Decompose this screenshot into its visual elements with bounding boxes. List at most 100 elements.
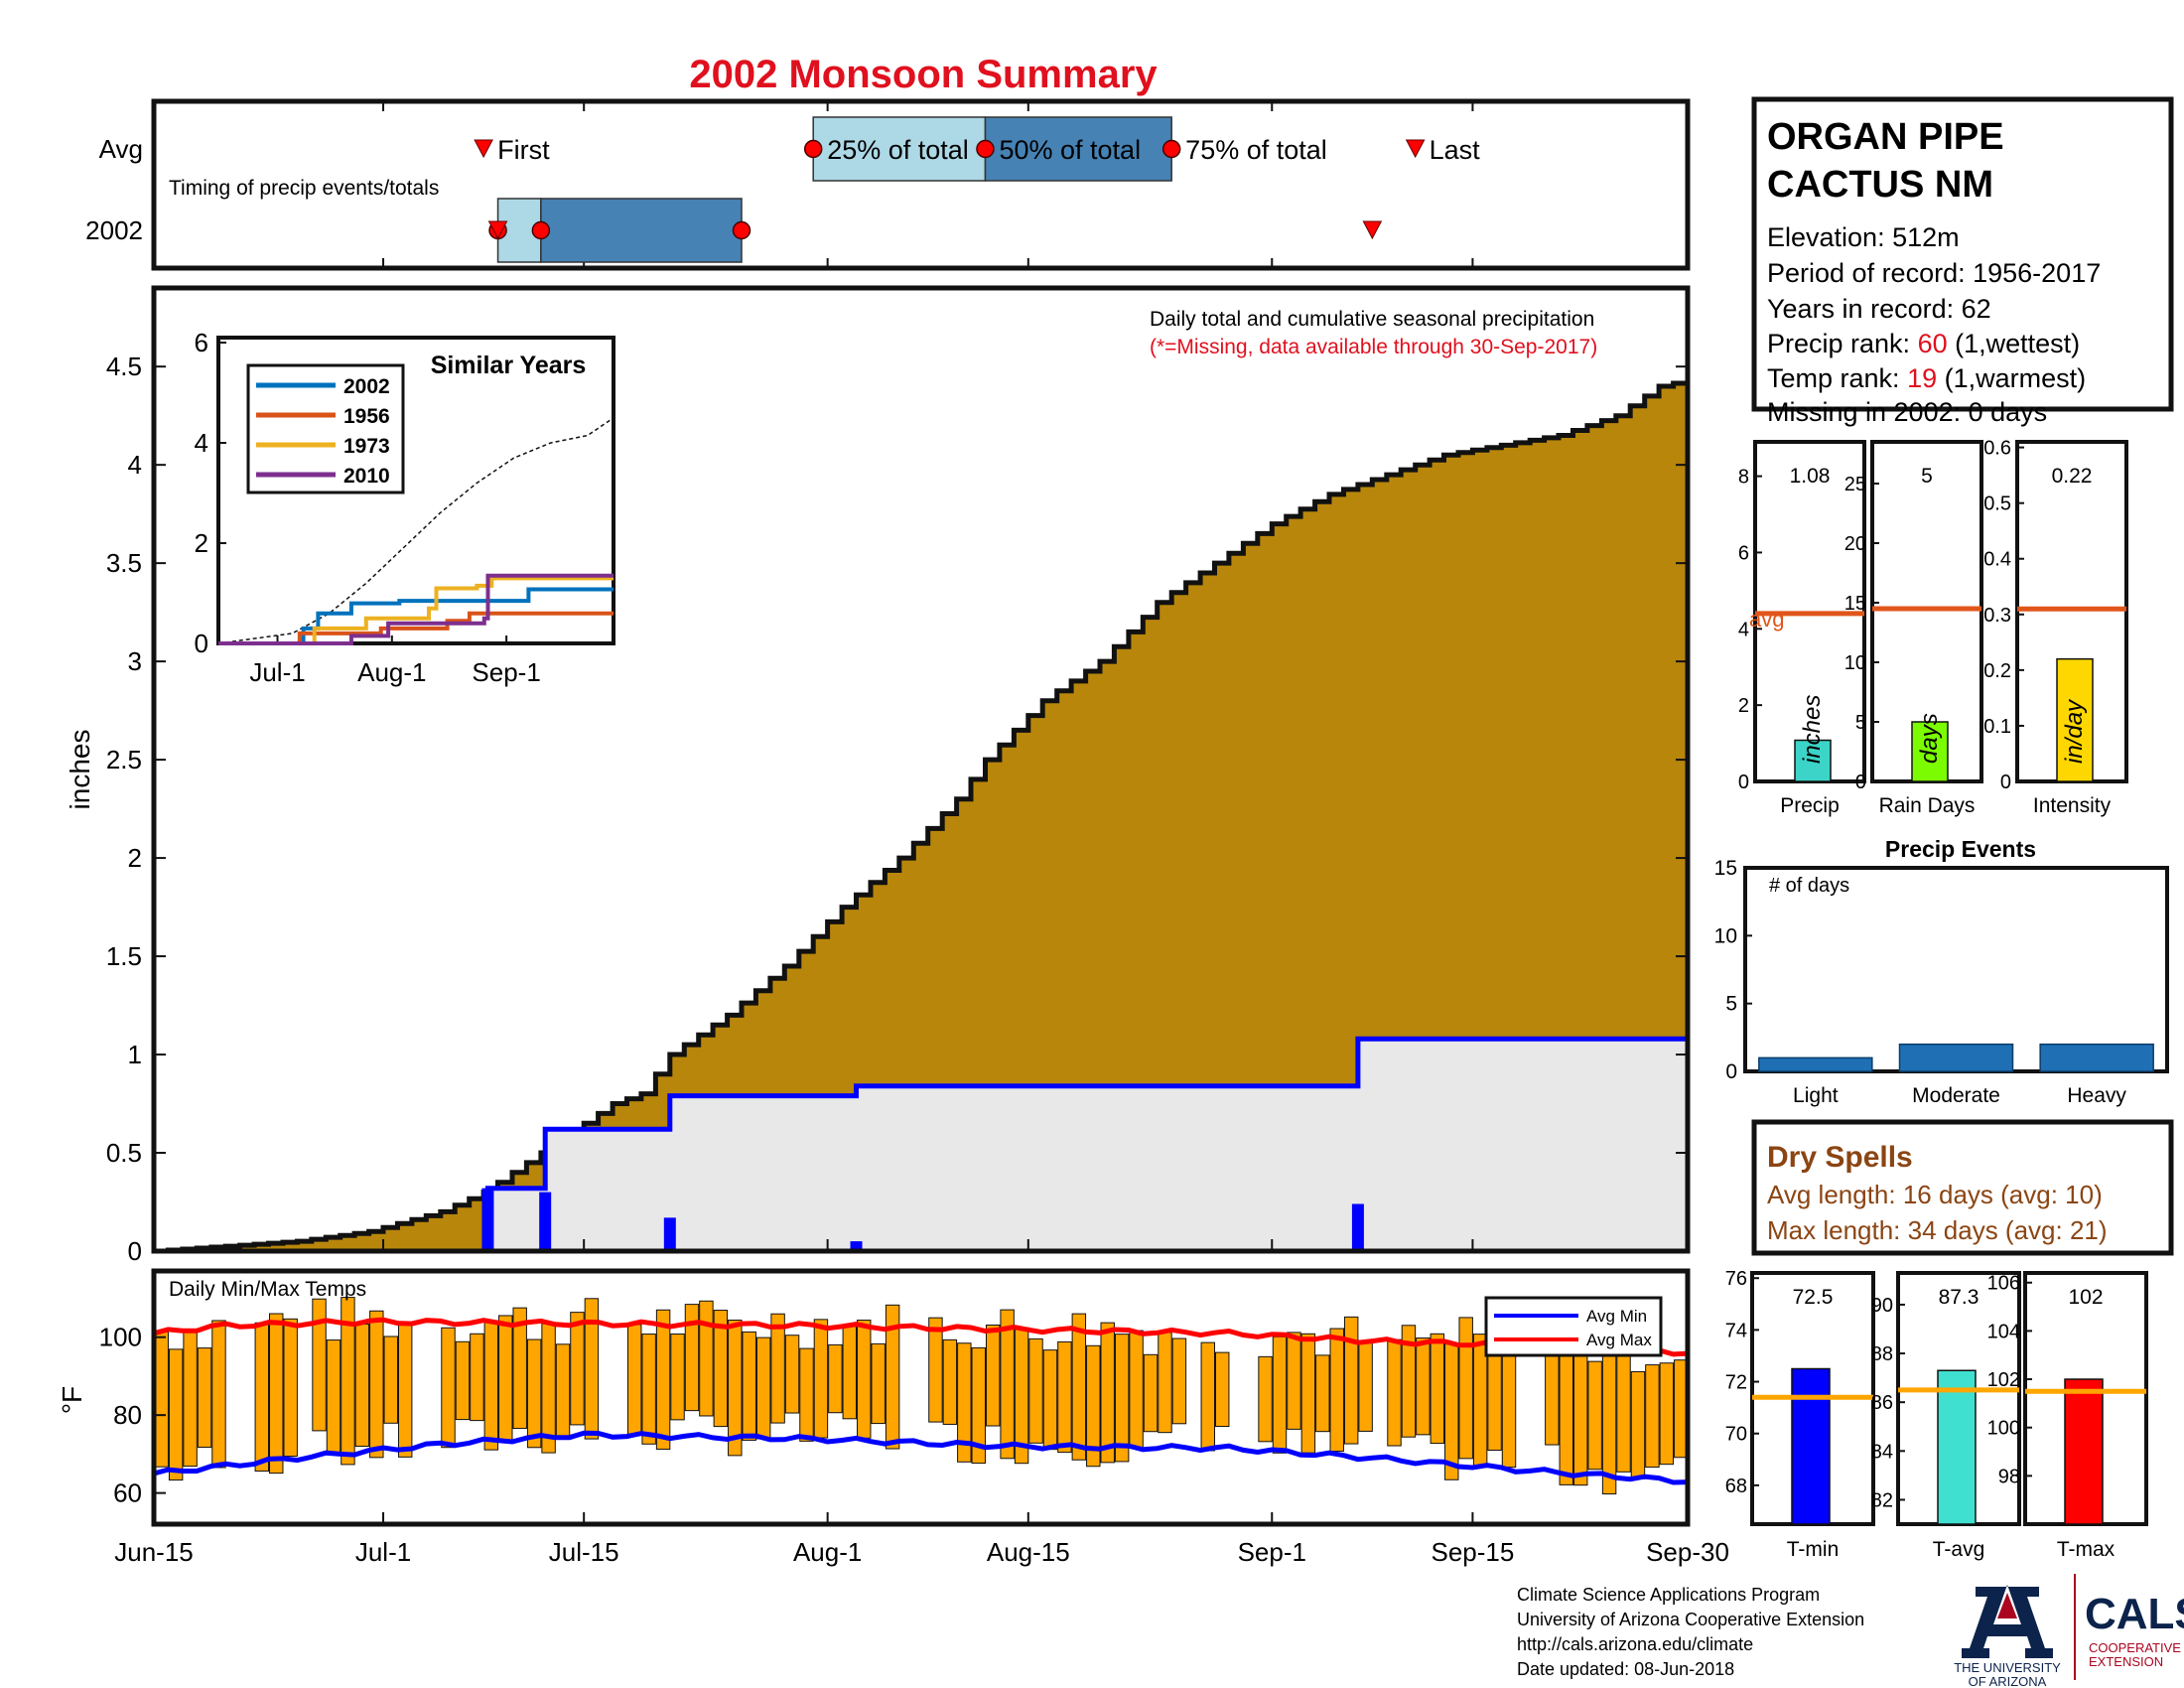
daily-temp-bar xyxy=(1501,1341,1517,1469)
footer-line-3: http://cals.arizona.edu/climate xyxy=(1517,1634,1753,1654)
daily-temp-bar xyxy=(1028,1337,1043,1444)
x-tick-label: Jul-15 xyxy=(549,1537,619,1567)
precip-events-panel: Precip Events # of days 0 5 10 15 Light Moder… xyxy=(1714,836,2169,1107)
daily-temp-bar xyxy=(670,1333,685,1421)
summary-tick-label-intensity: 0 xyxy=(2000,772,2011,793)
daily-temp-bar xyxy=(1129,1330,1144,1449)
daily-temp-bar xyxy=(1071,1313,1087,1461)
daily-temp-bar xyxy=(1086,1344,1101,1468)
daily-temp-bar xyxy=(498,1315,513,1442)
daily-temp-bar xyxy=(269,1313,284,1475)
daily-temp-bar xyxy=(211,1320,226,1469)
temps-y-ticks: 60 80 100 xyxy=(99,1323,166,1508)
temp-value-tmax: 102 xyxy=(2068,1286,2103,1309)
temp-panel-tick-label-tavg: 88 xyxy=(1871,1343,1893,1365)
avg-cumulative-outline xyxy=(154,380,1691,1254)
daily-temp-bar xyxy=(1343,1316,1359,1445)
daily-temp-bar xyxy=(1430,1333,1445,1445)
precip-panel: 0 0.5 1 1.5 2 2.5 3 3.5 4 4.5 inches Daily total … xyxy=(65,285,1691,1266)
daily-temp-bar xyxy=(626,1324,642,1435)
daily-temp-bar xyxy=(341,1297,355,1466)
summary-tick-label-intensity: 0.1 xyxy=(1983,716,2011,738)
precip-y-tick-label: 4.5 xyxy=(106,352,142,381)
summary-tick-label-raindays: 15 xyxy=(1844,593,1866,615)
precip-y-tick-label: 2.5 xyxy=(106,745,142,774)
precip-marks xyxy=(154,380,1691,1254)
daily-temp-bar xyxy=(684,1304,700,1412)
daily-temp-bar xyxy=(1258,1355,1273,1443)
inset-marks: 0 2 4 6 Jul-1 Aug-1 Sep-1 xyxy=(195,328,614,687)
station-period: Period of record: 1956-2017 xyxy=(1767,258,2101,288)
daily-temp-bar xyxy=(584,1298,600,1440)
summary-tick-label-precip: 4 xyxy=(1738,619,1749,640)
inset-legend-label-1973: 1973 xyxy=(343,435,390,458)
timing-marks: First 25% of total 50% of total 75% of tota… xyxy=(153,101,1689,268)
avg-last-label: Last xyxy=(1430,135,1481,165)
daily-temp-bar xyxy=(857,1320,872,1439)
temp-panel-tick-label-tavg: 90 xyxy=(1871,1295,1893,1317)
inset-series-2002 xyxy=(218,587,614,645)
temp-panel-tick-label-tavg: 86 xyxy=(1871,1392,1893,1414)
daily-temp-bar xyxy=(470,1333,484,1422)
summary-tick-label-precip: 2 xyxy=(1738,695,1749,717)
avg-last-marker xyxy=(1405,139,1426,159)
x-tick-label: Jun-15 xyxy=(114,1537,194,1567)
precip-frame xyxy=(151,285,1691,1254)
daily-temp-bar xyxy=(728,1320,743,1457)
daily-temp-bar xyxy=(1630,1371,1646,1479)
inset-y-tick-label: 6 xyxy=(195,328,208,357)
daily-temp-bar xyxy=(1057,1340,1072,1454)
temps-frame xyxy=(151,1268,1691,1527)
events-label-light: Light xyxy=(1793,1084,1839,1107)
cals-logo: CALS xyxy=(2085,1590,2184,1638)
year-first-triangle xyxy=(487,220,508,240)
temps-legend-box xyxy=(1484,1296,1663,1357)
x-tick-label: Sep-30 xyxy=(1646,1537,1729,1567)
daily-temp-bar xyxy=(197,1347,212,1449)
daily-temp-bar xyxy=(713,1310,729,1428)
avg-p50-marker xyxy=(976,139,995,159)
summary-value-raindays: 5 xyxy=(1921,465,1933,488)
summary-value-intensity: 0.22 xyxy=(2052,465,2093,488)
year-box-50-75 xyxy=(540,198,743,263)
summary-bar-precip xyxy=(1794,739,1832,782)
daily-precip-bar xyxy=(481,1188,494,1251)
temp-panel-tick-label-tmax: 106 xyxy=(1987,1273,2020,1295)
temp-label-tmax: T-max xyxy=(2057,1538,2116,1561)
daily-temp-bar xyxy=(1287,1332,1301,1430)
timing-panel: First 25% of total 50% of total 75% of tota… xyxy=(85,98,1691,271)
daily-temp-bar xyxy=(555,1343,571,1438)
daily-temp-bar xyxy=(1272,1336,1288,1454)
summary-bar-panels: 0 2 4 6 8 avg 1.08 inches Precip 0 5 10 15 20 25 5 days R… xyxy=(1738,438,2128,817)
temp-bar-tavg xyxy=(1937,1369,1977,1525)
daily-temp-bar xyxy=(254,1322,270,1473)
daily-temp-bar xyxy=(1458,1317,1473,1460)
daily-temp-bar xyxy=(1358,1339,1373,1432)
daily-temp-bar xyxy=(570,1312,585,1426)
avg-p50-label: 50% of total xyxy=(999,135,1141,165)
events-caption: # of days xyxy=(1769,875,1849,897)
avg-first-label: First xyxy=(497,135,550,165)
ua-name-2: OF ARIZONA xyxy=(1969,1674,2047,1688)
summary-bar-intensity xyxy=(2056,657,2094,782)
daily-temp-bar xyxy=(1315,1354,1330,1433)
precip-y-ticks: 0 0.5 1 1.5 2 2.5 3 3.5 4 4.5 xyxy=(106,352,1689,1266)
summary-unit-intensity: in/day xyxy=(2061,698,2088,764)
station-precip-rank: Precip rank: 60 (1,wettest) xyxy=(1767,329,2080,358)
avg-p75-marker xyxy=(1161,139,1181,159)
daily-temp-bar xyxy=(655,1309,671,1450)
daily-temp-bar xyxy=(828,1343,843,1414)
daily-temp-bar xyxy=(483,1322,499,1451)
events-label-heavy: Heavy xyxy=(2067,1084,2126,1107)
temp-value-tmin: 72.5 xyxy=(1793,1286,1834,1309)
inset-legend-label-2002: 2002 xyxy=(343,375,390,398)
avg-min-line xyxy=(153,1430,1689,1485)
temp-label-tmin: T-min xyxy=(1787,1538,1840,1561)
precip-y-tick-label: 3.5 xyxy=(106,548,142,578)
temp-value-tavg: 87.3 xyxy=(1939,1286,1979,1309)
daily-temp-bar xyxy=(526,1338,542,1449)
daily-temp-bar xyxy=(441,1327,456,1449)
daily-temp-bar xyxy=(312,1298,327,1432)
temp-bar-tmax xyxy=(2064,1378,2104,1525)
avg-first-marker xyxy=(474,139,493,159)
